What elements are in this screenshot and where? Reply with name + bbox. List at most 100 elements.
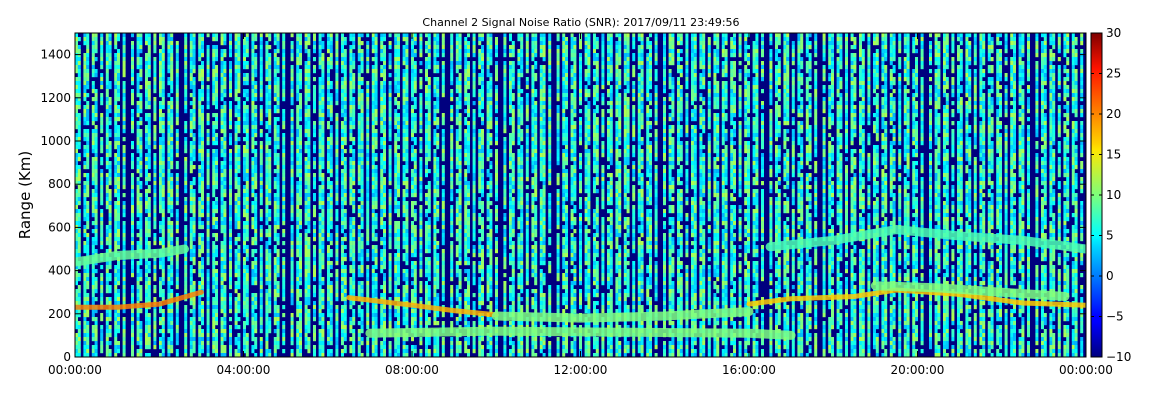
heatmap-cell xyxy=(313,177,316,182)
heatmap-cell xyxy=(108,309,112,314)
heatmap-cell xyxy=(327,341,330,346)
heatmap-cell xyxy=(321,189,325,194)
heatmap-cell xyxy=(321,33,325,38)
heatmap-cell xyxy=(299,149,302,154)
heatmap-cell xyxy=(167,205,171,210)
heatmap-cell xyxy=(273,293,277,298)
heatmap-cell xyxy=(273,65,277,70)
heatmap-cell xyxy=(220,73,224,78)
heatmap-cell xyxy=(201,209,204,214)
heatmap-cell xyxy=(94,233,98,238)
heatmap-cell xyxy=(360,101,364,106)
heatmap-cell xyxy=(153,205,157,210)
heatmap-cell xyxy=(114,41,118,46)
heatmap-cell xyxy=(83,229,87,234)
heatmap-cell xyxy=(220,161,224,166)
heatmap-cell xyxy=(167,329,171,334)
heatmap-cell xyxy=(234,49,238,54)
heatmap-cell xyxy=(341,61,344,66)
heatmap-cell xyxy=(243,289,246,294)
heatmap-cell xyxy=(243,129,246,134)
heatmap-cell xyxy=(91,269,95,274)
heatmap-cell xyxy=(131,125,134,130)
heatmap-cell xyxy=(371,173,375,178)
heatmap-cell xyxy=(352,285,356,290)
heatmap-cell xyxy=(161,149,165,154)
heatmap-cell xyxy=(388,165,392,170)
heatmap-cell xyxy=(145,141,148,146)
heatmap-cell xyxy=(105,273,109,278)
heatmap-cell xyxy=(220,141,224,146)
heatmap-cell xyxy=(254,249,258,254)
heatmap-cell xyxy=(296,109,300,114)
heatmap-cell xyxy=(192,197,196,202)
heatmap-cell xyxy=(145,229,148,234)
heatmap-cell xyxy=(234,241,238,246)
heatmap-cell xyxy=(159,177,162,182)
heatmap-cell xyxy=(282,165,286,170)
heatmap-cell xyxy=(206,97,210,102)
heatmap-cell xyxy=(117,201,120,206)
heatmap-cell xyxy=(201,137,204,142)
heatmap-cell xyxy=(366,53,370,58)
heatmap-cell xyxy=(296,97,300,102)
heatmap-cell xyxy=(175,261,179,266)
heatmap-cell xyxy=(299,305,302,310)
heatmap-cell xyxy=(122,177,126,182)
heatmap-cell xyxy=(237,233,241,238)
heatmap-cell xyxy=(237,201,241,206)
heatmap-cell xyxy=(184,209,188,214)
heatmap-cell xyxy=(268,217,272,222)
heatmap-cell xyxy=(265,349,269,354)
heatmap-cell xyxy=(299,325,302,330)
heatmap-cell xyxy=(175,177,179,182)
heatmap-cell xyxy=(259,61,263,66)
heatmap-cell xyxy=(352,353,356,357)
heatmap-cell xyxy=(265,45,269,50)
heatmap-cell xyxy=(282,193,286,198)
heatmap-cell xyxy=(147,157,151,162)
heatmap-cell xyxy=(161,273,165,278)
heatmap-cell xyxy=(352,61,356,66)
heatmap-cell xyxy=(220,349,224,354)
heatmap-cell xyxy=(91,177,95,182)
heatmap-cell xyxy=(388,221,392,226)
heatmap-cell xyxy=(212,329,216,334)
heatmap-cell xyxy=(161,133,165,138)
heatmap-cell xyxy=(237,65,241,70)
heatmap-cell xyxy=(100,73,104,78)
heatmap-cell xyxy=(234,109,238,114)
heatmap-cell xyxy=(394,85,398,90)
heatmap-cell xyxy=(380,313,384,318)
heatmap-cell xyxy=(276,209,280,214)
heatmap-cell xyxy=(299,77,302,82)
heatmap-cell xyxy=(296,53,300,58)
heatmap-cell xyxy=(299,101,302,106)
heatmap-cell xyxy=(335,149,339,154)
heatmap-cell xyxy=(198,41,202,46)
heatmap-cell xyxy=(318,161,322,166)
heatmap-cell xyxy=(206,269,210,274)
heatmap-cell xyxy=(383,161,386,166)
heatmap-cell xyxy=(318,101,322,106)
heatmap-cell xyxy=(131,129,134,134)
heatmap-cell xyxy=(335,253,339,258)
heatmap-cell xyxy=(245,213,249,218)
heatmap-cell xyxy=(327,73,330,78)
heatmap-cell xyxy=(321,289,325,294)
heatmap-cell xyxy=(131,241,134,246)
heatmap-cell xyxy=(318,257,322,262)
heatmap-cell xyxy=(122,173,126,178)
heatmap-cell xyxy=(371,157,375,162)
heatmap-cell xyxy=(161,237,165,242)
heatmap-cell xyxy=(296,89,300,94)
heatmap-cell xyxy=(206,157,210,162)
heatmap-cell xyxy=(296,193,300,198)
heatmap-cell xyxy=(290,173,294,178)
heatmap-cell xyxy=(265,85,269,90)
heatmap-cell xyxy=(383,221,386,226)
heatmap-cell xyxy=(212,249,216,254)
heatmap-cell xyxy=(318,49,322,54)
heatmap-cell xyxy=(360,205,364,210)
heatmap-cell xyxy=(388,197,392,202)
